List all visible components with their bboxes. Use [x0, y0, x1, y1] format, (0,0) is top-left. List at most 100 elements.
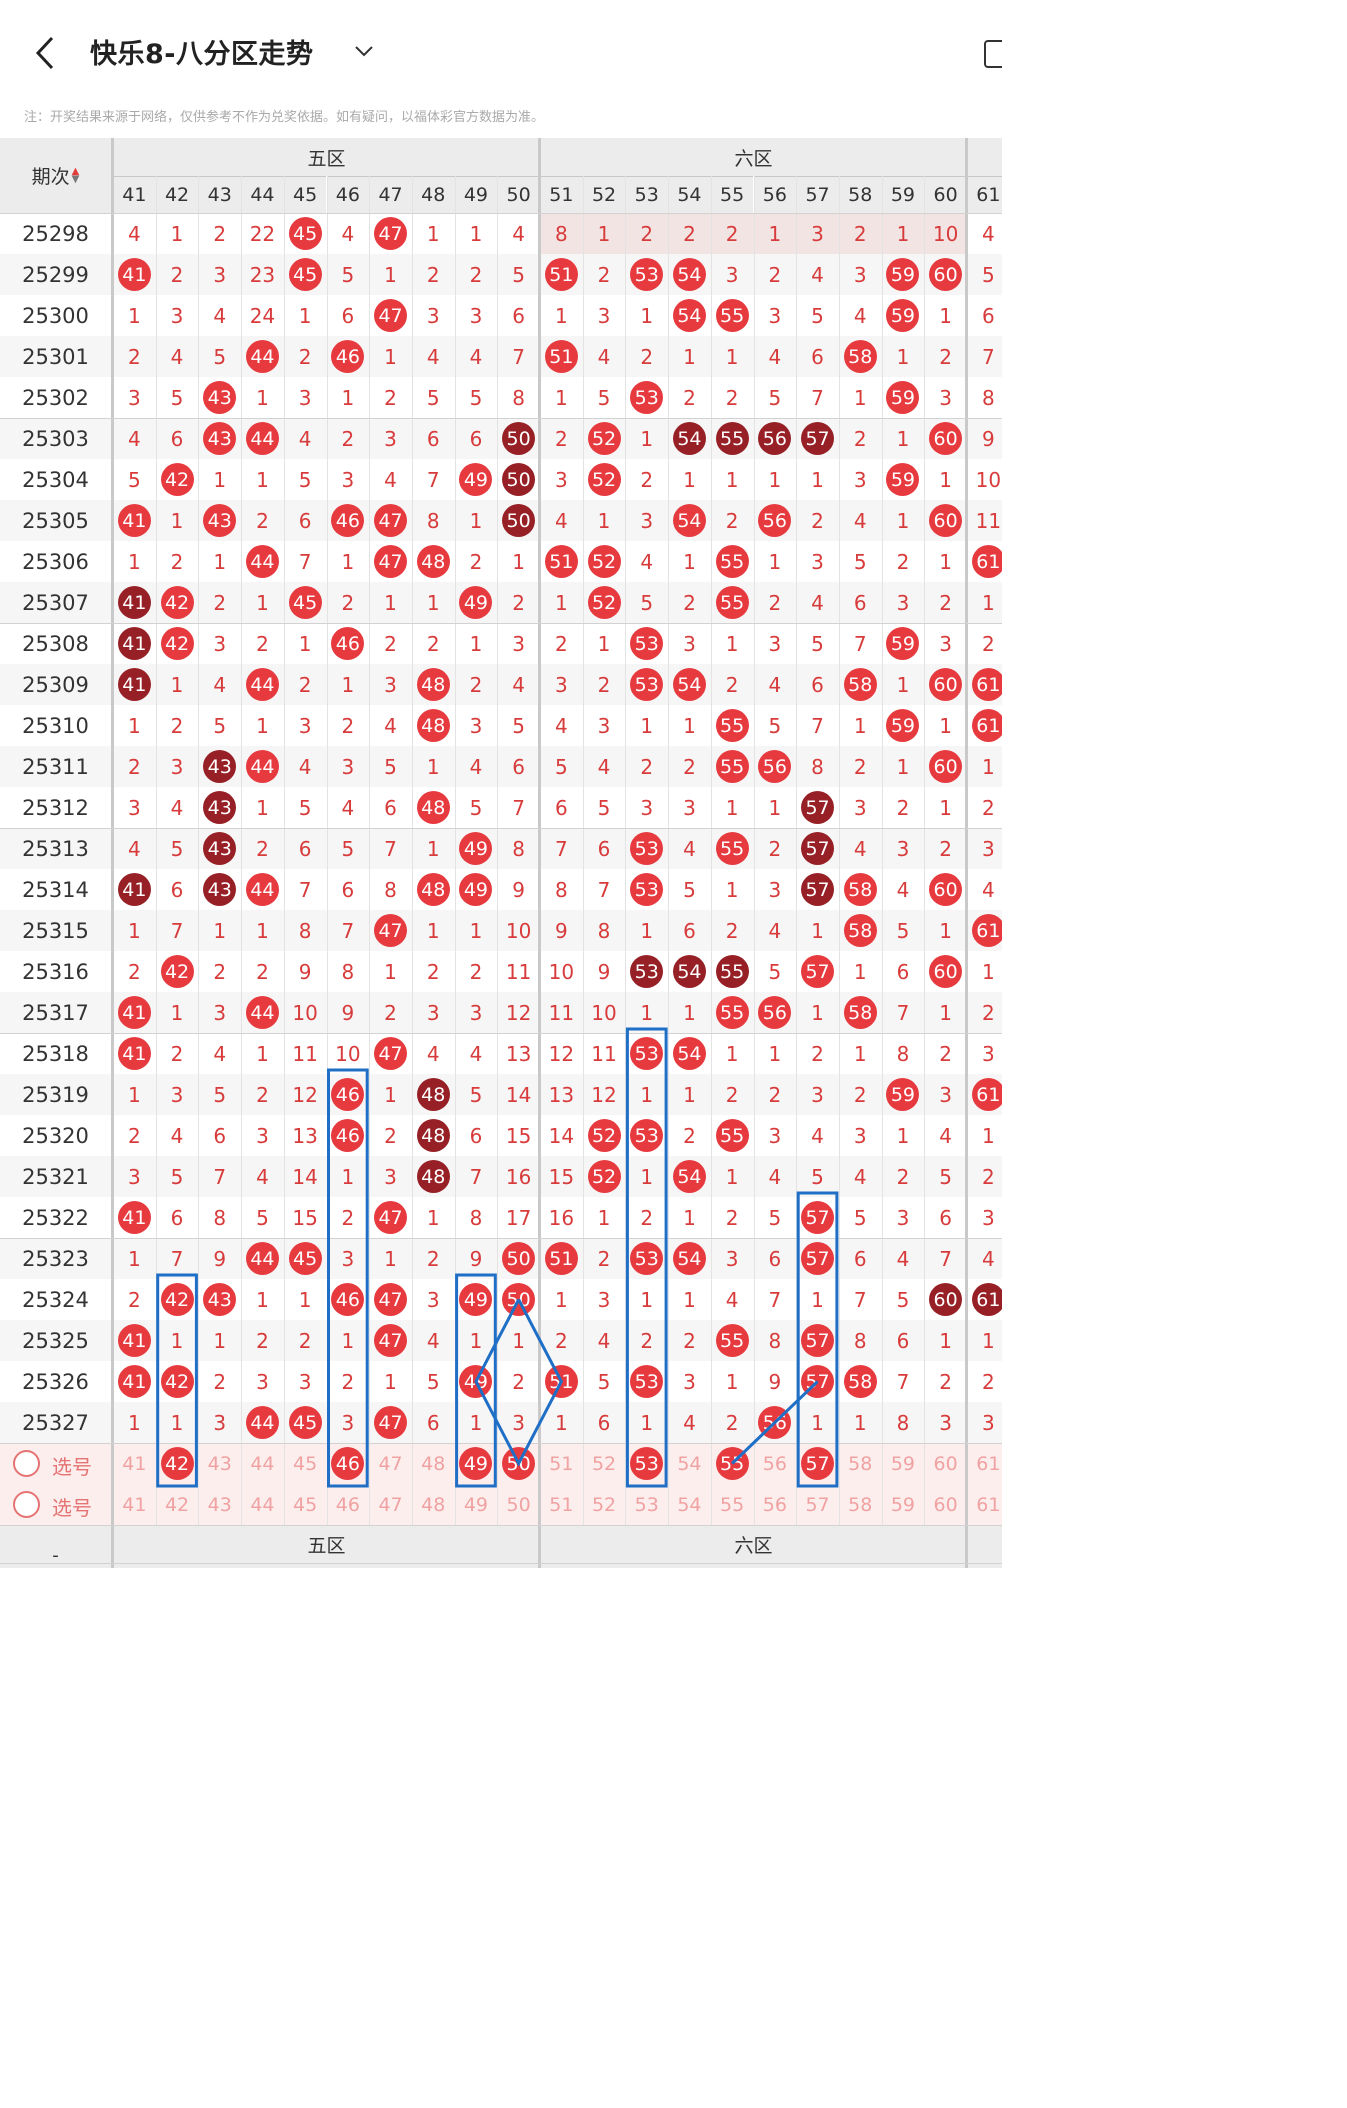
- miss-cell: 3: [754, 869, 797, 910]
- drawn-number-ball[interactable]: 49: [459, 1447, 493, 1480]
- select-number-cell[interactable]: 48: [412, 1443, 455, 1484]
- select-row-toggle[interactable]: 选号: [0, 1484, 111, 1525]
- miss-cell: 1: [924, 705, 967, 746]
- select-number-cell[interactable]: 55: [711, 1443, 754, 1484]
- select-number-cell[interactable]: 46: [327, 1443, 370, 1484]
- select-number-cell[interactable]: 59: [882, 1484, 925, 1525]
- miss-count: 4: [426, 1328, 440, 1353]
- select-number-cell[interactable]: 41: [113, 1443, 156, 1484]
- drawn-number-ball[interactable]: 55: [715, 1447, 749, 1480]
- drawn-number-ball[interactable]: 57: [801, 1447, 835, 1480]
- miss-count: 22: [249, 221, 276, 246]
- miss-count: 1: [640, 1287, 654, 1312]
- miss-count: 2: [256, 959, 269, 984]
- select-number-cell[interactable]: 50: [497, 1443, 540, 1484]
- miss-cell: 47: [369, 1197, 412, 1238]
- drawn-number-ball[interactable]: 46: [331, 1447, 365, 1480]
- period-cell: 25299: [0, 254, 111, 295]
- miss-cell: 43: [198, 746, 241, 787]
- column-divider: [411, 176, 413, 1525]
- miss-cell: 2: [369, 1115, 412, 1156]
- select-number-cell[interactable]: 60: [924, 1484, 967, 1525]
- drawn-number-ball: 47: [374, 217, 408, 250]
- miss-cell: 6: [497, 746, 540, 787]
- miss-cell: 57: [796, 787, 839, 828]
- select-number-cell[interactable]: 45: [284, 1484, 327, 1525]
- miss-cell: 3: [412, 992, 455, 1033]
- miss-cell: 4: [540, 500, 583, 541]
- select-number-cell[interactable]: 47: [369, 1484, 412, 1525]
- select-number-cell[interactable]: 53: [625, 1443, 668, 1484]
- miss-cell: 2: [497, 1361, 540, 1402]
- select-radio-icon[interactable]: [13, 1450, 40, 1477]
- select-number-cell[interactable]: 43: [198, 1484, 241, 1525]
- select-number-cell[interactable]: 58: [839, 1484, 882, 1525]
- miss-cell: 5: [327, 828, 370, 869]
- select-number-cell[interactable]: 53: [625, 1484, 668, 1525]
- column-divider: [924, 176, 926, 1525]
- miss-count: 1: [640, 1164, 654, 1189]
- column-header: 60: [924, 176, 967, 213]
- select-number-cell[interactable]: 49: [455, 1443, 498, 1484]
- select-number-cell[interactable]: 42: [156, 1443, 199, 1484]
- chevron-down-icon[interactable]: [352, 40, 376, 62]
- row-divider: [0, 1033, 1002, 1034]
- miss-cell: 51: [540, 254, 583, 295]
- drawn-number-ball[interactable]: 50: [502, 1447, 536, 1480]
- select-number-cell[interactable]: 43: [198, 1443, 241, 1484]
- select-number-cell[interactable]: 50: [497, 1484, 540, 1525]
- miss-cell: 1: [882, 500, 925, 541]
- drawn-number-ball: 60: [929, 873, 963, 906]
- miss-cell: 51: [540, 1361, 583, 1402]
- select-number-cell[interactable]: 60: [924, 1443, 967, 1484]
- repeat-number-ball: 41: [117, 873, 151, 906]
- miss-cell: 1: [711, 787, 754, 828]
- select-radio-icon[interactable]: [13, 1491, 40, 1518]
- miss-cell: 4: [327, 213, 370, 254]
- period-header[interactable]: 期次 ▲ ▼: [0, 138, 111, 213]
- select-number-cell[interactable]: 55: [711, 1484, 754, 1525]
- miss-cell: 1: [882, 746, 925, 787]
- drawn-number-ball: 58: [843, 1365, 877, 1398]
- miss-count: 3: [811, 549, 824, 574]
- select-number-cell[interactable]: 59: [882, 1443, 925, 1484]
- select-number-cell[interactable]: 57: [796, 1443, 839, 1484]
- miss-cell: 54: [668, 1033, 711, 1074]
- select-number-cell[interactable]: 47: [369, 1443, 412, 1484]
- device-icon[interactable]: [984, 40, 1002, 68]
- select-number-cell[interactable]: 44: [241, 1484, 284, 1525]
- select-number-cell[interactable]: 42: [156, 1484, 199, 1525]
- miss-count: 8: [768, 1328, 782, 1353]
- select-number-cell[interactable]: 44: [241, 1443, 284, 1484]
- drawn-number-ball[interactable]: 42: [160, 1447, 194, 1480]
- select-number-cell[interactable]: 45: [284, 1443, 327, 1484]
- select-number-cell[interactable]: 54: [668, 1484, 711, 1525]
- select-row-toggle[interactable]: 选号: [0, 1443, 111, 1484]
- sort-icon[interactable]: ▲ ▼: [71, 165, 80, 185]
- select-number-cell[interactable]: 49: [455, 1484, 498, 1525]
- select-number-cell[interactable]: 58: [839, 1443, 882, 1484]
- select-number-cell[interactable]: 51: [540, 1484, 583, 1525]
- miss-cell: 5: [924, 1156, 967, 1197]
- miss-cell: 2: [711, 664, 754, 705]
- select-number-cell[interactable]: 52: [583, 1443, 626, 1484]
- select-number-cell[interactable]: 61: [967, 1484, 1002, 1525]
- select-number-cell[interactable]: 57: [796, 1484, 839, 1525]
- drawn-number-ball[interactable]: 53: [630, 1447, 664, 1480]
- miss-cell: 53: [625, 869, 668, 910]
- miss-cell: 7: [882, 992, 925, 1033]
- select-number-cell[interactable]: 48: [412, 1484, 455, 1525]
- miss-count: 8: [853, 1328, 867, 1353]
- select-number-cell[interactable]: 52: [583, 1484, 626, 1525]
- miss-count: 4: [298, 426, 312, 451]
- miss-count: 6: [512, 303, 525, 328]
- back-arrow-icon[interactable]: [30, 34, 64, 72]
- page-title[interactable]: 快乐8-八分区走势: [90, 39, 314, 70]
- select-number-cell[interactable]: 54: [668, 1443, 711, 1484]
- select-number-cell[interactable]: 46: [327, 1484, 370, 1525]
- select-number-cell[interactable]: 61: [967, 1443, 1002, 1484]
- select-number-cell[interactable]: 51: [540, 1443, 583, 1484]
- select-number-cell[interactable]: 56: [754, 1484, 797, 1525]
- select-number-cell[interactable]: 56: [754, 1443, 797, 1484]
- select-number-cell[interactable]: 41: [113, 1484, 156, 1525]
